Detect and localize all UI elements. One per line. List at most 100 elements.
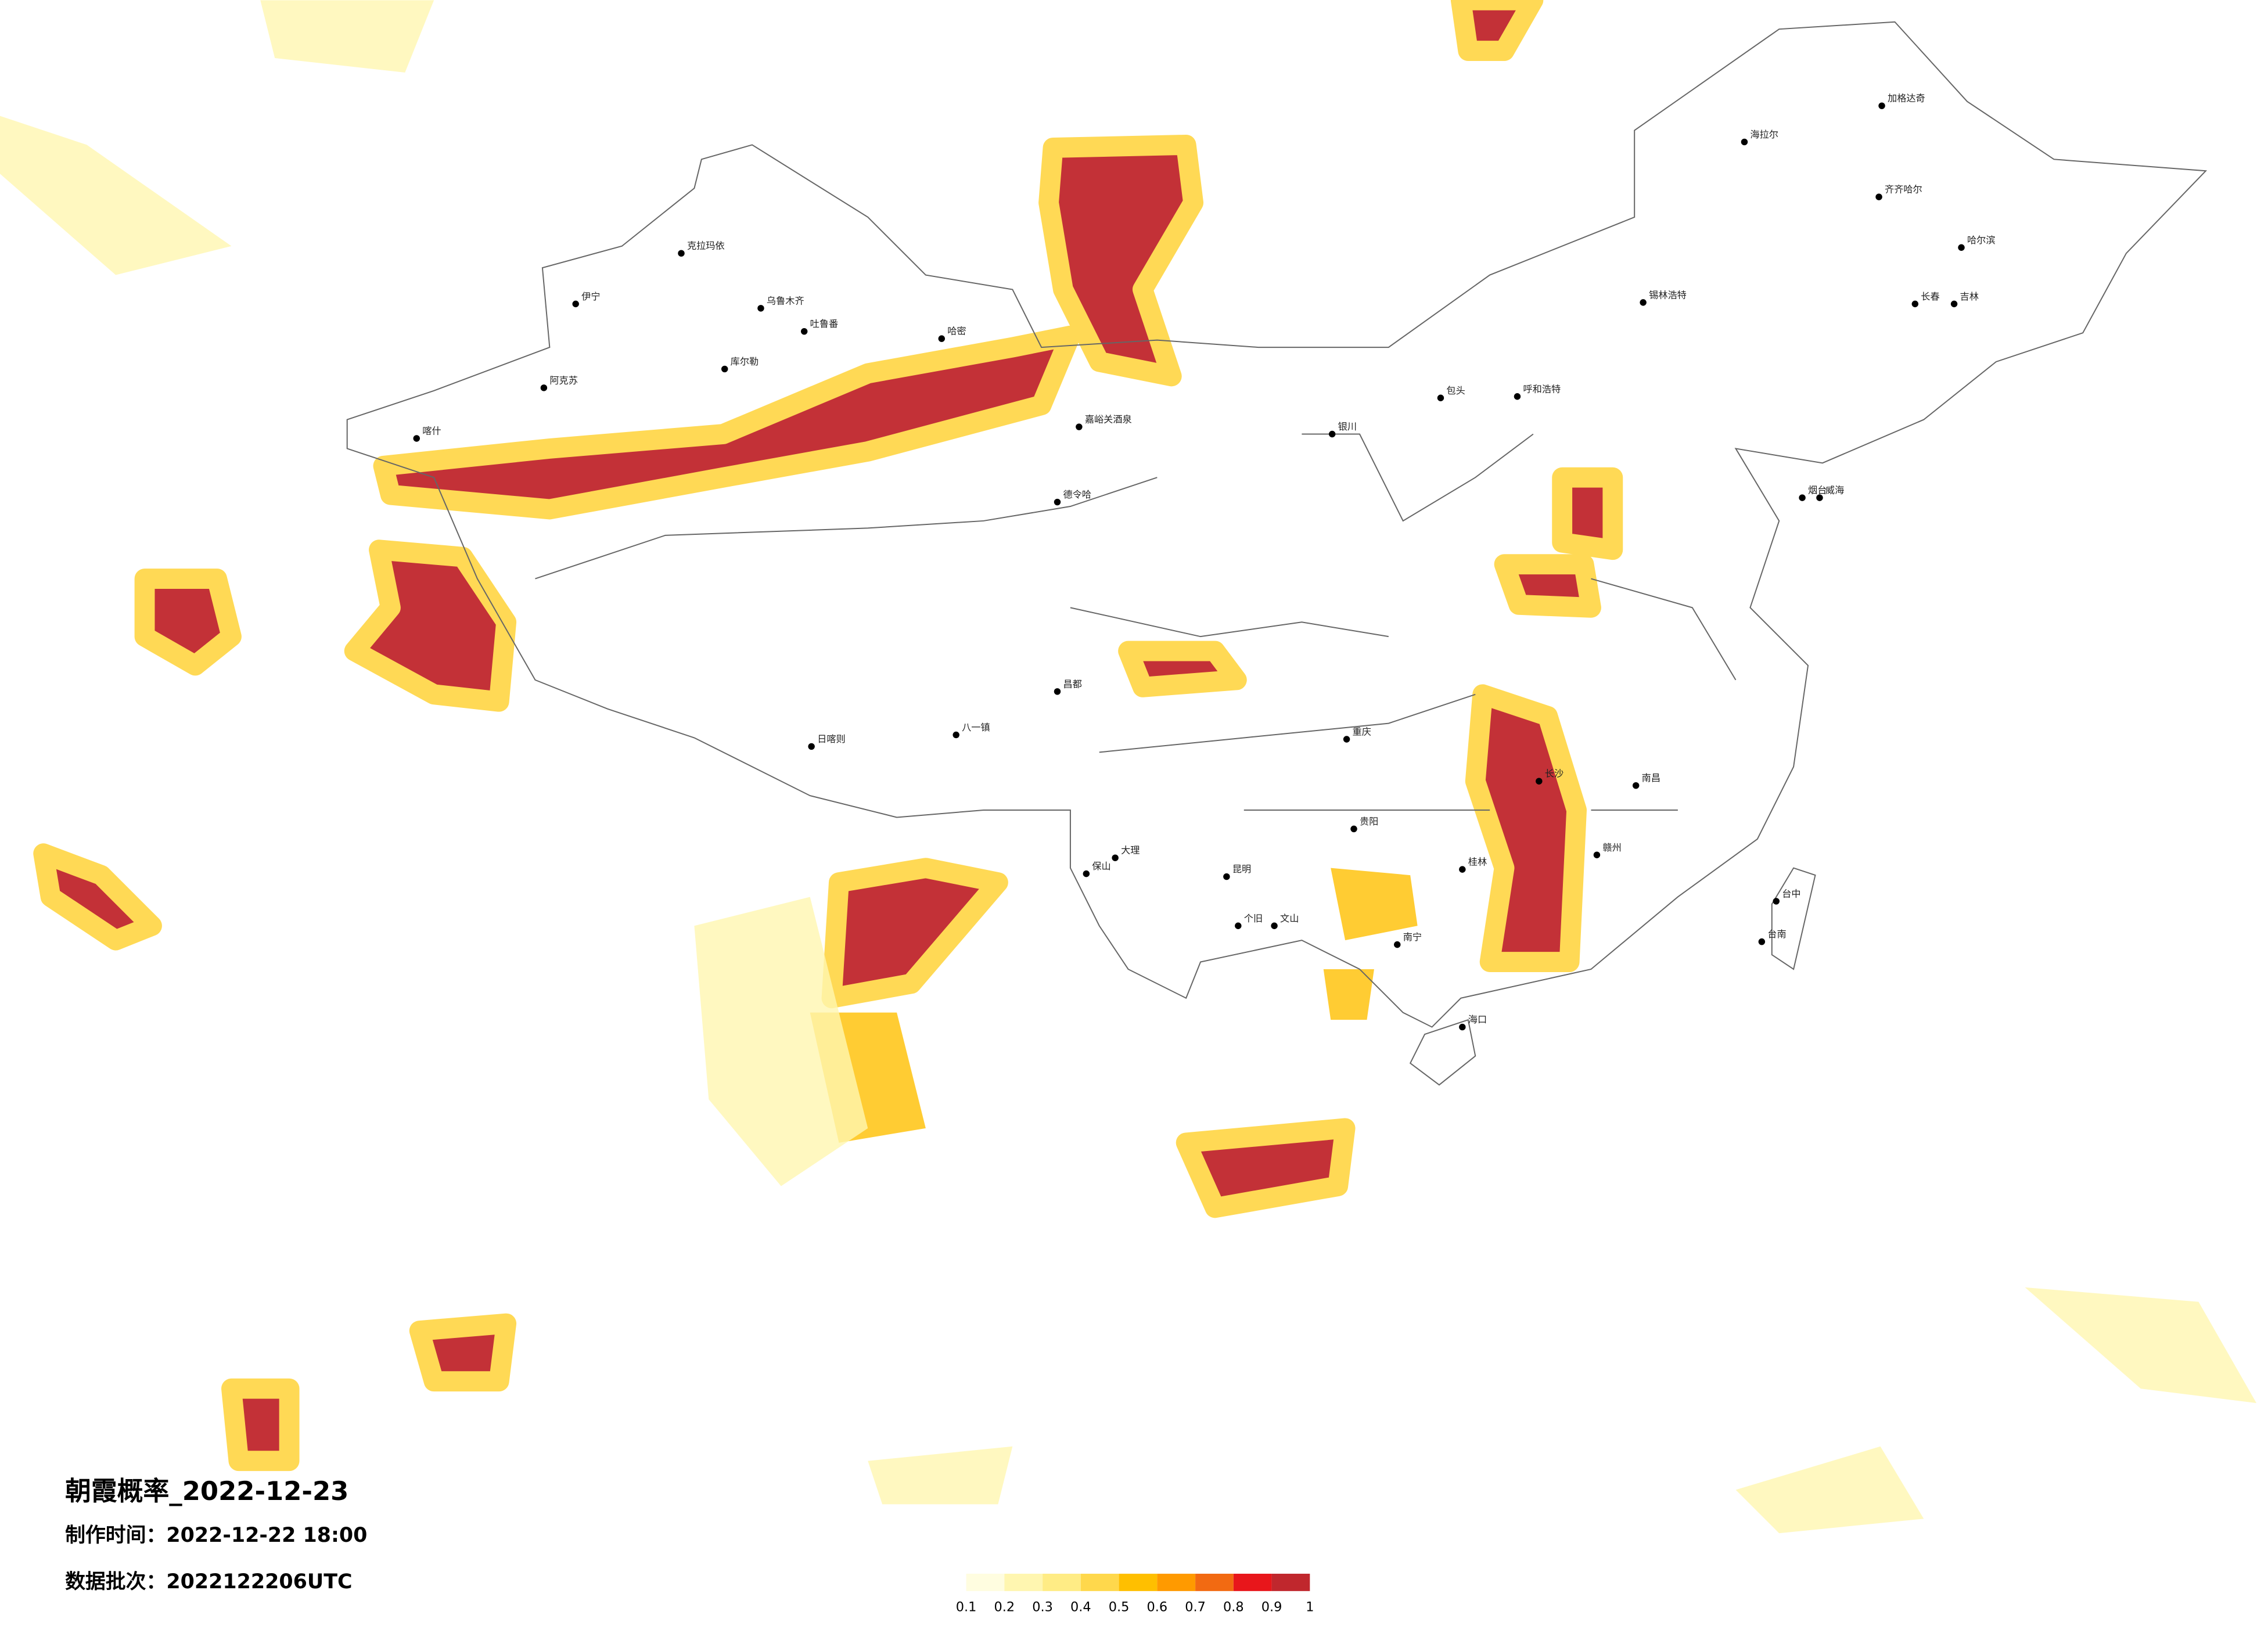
city-label: 银川 bbox=[1338, 421, 1357, 432]
city-dot bbox=[1271, 922, 1278, 929]
city-label: 昆明 bbox=[1232, 864, 1251, 875]
city-label: 海口 bbox=[1468, 1014, 1487, 1025]
city-label: 阿克苏 bbox=[549, 375, 578, 386]
colorbar-swatch bbox=[1195, 1573, 1234, 1591]
city-label: 哈尔滨 bbox=[1967, 235, 1996, 246]
city-label: 八一镇 bbox=[962, 722, 990, 733]
city-label: 文山 bbox=[1280, 913, 1299, 924]
city-label: 昌都 bbox=[1063, 678, 1081, 689]
colorbar-tick-label: 0.7 bbox=[1185, 1600, 1206, 1615]
city-dot bbox=[1950, 300, 1958, 308]
city-label: 伊宁 bbox=[581, 291, 600, 302]
city-dot bbox=[721, 365, 728, 373]
city-dot bbox=[1343, 736, 1350, 743]
city-dot bbox=[1758, 938, 1766, 945]
city-label: 威海 bbox=[1825, 485, 1844, 496]
city-label: 齐齐哈尔 bbox=[1885, 184, 1922, 195]
city-dot bbox=[1878, 102, 1885, 109]
colorbar-swatch bbox=[1080, 1573, 1119, 1591]
city-dot bbox=[1741, 138, 1748, 146]
colorbar-tick-label: 0.2 bbox=[994, 1600, 1015, 1615]
colorbar-tick-label: 0.9 bbox=[1261, 1600, 1282, 1615]
city-label: 海拉尔 bbox=[1750, 129, 1778, 140]
city-dot bbox=[1112, 854, 1119, 861]
city-label: 赣州 bbox=[1602, 842, 1621, 853]
colorbar-tick-label: 0.5 bbox=[1109, 1600, 1130, 1615]
city-dot bbox=[1640, 299, 1647, 306]
city-label: 嘉峪关酒泉 bbox=[1085, 414, 1132, 425]
city-dot bbox=[1773, 898, 1780, 905]
city-dot bbox=[1875, 193, 1882, 200]
colorbar-swatch bbox=[1043, 1573, 1081, 1591]
probability-field bbox=[0, 0, 2257, 1534]
city-dot bbox=[678, 250, 685, 257]
colorbar-swatch bbox=[1271, 1573, 1310, 1591]
map-title: 朝霞概率_2022-12-23 bbox=[65, 1476, 348, 1506]
city-dot bbox=[1816, 494, 1823, 501]
city-dot bbox=[808, 743, 815, 750]
city-dot bbox=[800, 328, 808, 335]
city-label: 桂林 bbox=[1468, 857, 1487, 868]
colorbar-tick-label: 0.8 bbox=[1223, 1600, 1244, 1615]
city-dot bbox=[1911, 300, 1919, 308]
city-label: 烟台 bbox=[1808, 485, 1827, 496]
city-dot bbox=[1054, 688, 1061, 695]
city-dot bbox=[1593, 851, 1601, 858]
colorbar-swatch bbox=[1119, 1573, 1158, 1591]
country-outline bbox=[346, 21, 2208, 1086]
city-dot bbox=[1076, 423, 1083, 430]
city-label: 呼和浩特 bbox=[1523, 383, 1561, 394]
city-label: 个旧 bbox=[1244, 913, 1263, 924]
city-dot bbox=[413, 435, 420, 442]
city-label: 库尔勒 bbox=[731, 356, 759, 367]
city-dot bbox=[1459, 866, 1466, 873]
city-dot bbox=[953, 731, 959, 739]
colorbar-swatch bbox=[1233, 1573, 1272, 1591]
colorbar-swatch bbox=[1004, 1573, 1043, 1591]
made-time: 制作时间：2022-12-22 18:00 bbox=[65, 1524, 367, 1547]
city-label: 日喀则 bbox=[817, 733, 846, 744]
colorbar-tick-label: 1 bbox=[1306, 1600, 1314, 1615]
city-label: 重庆 bbox=[1353, 726, 1371, 738]
city-label: 克拉玛依 bbox=[687, 240, 725, 251]
city-dot bbox=[572, 300, 579, 308]
city-label: 德令哈 bbox=[1063, 489, 1091, 500]
city-label: 台南 bbox=[1767, 929, 1786, 940]
colorbar-tick-label: 0.4 bbox=[1070, 1600, 1091, 1615]
city-dot bbox=[1350, 825, 1357, 833]
city-label: 吉林 bbox=[1960, 291, 1979, 302]
colorbar-tick-label: 0.6 bbox=[1147, 1600, 1168, 1615]
city-label: 长沙 bbox=[1545, 768, 1563, 779]
city-dot bbox=[1223, 873, 1230, 880]
city-dot bbox=[1459, 1023, 1466, 1031]
colorbar-swatch bbox=[966, 1573, 1005, 1591]
city-label: 锡林浩特 bbox=[1649, 289, 1687, 300]
city-label: 南昌 bbox=[1642, 772, 1660, 783]
colorbar-tick-label: 0.1 bbox=[956, 1600, 977, 1615]
city-label: 贵阳 bbox=[1360, 816, 1378, 827]
city-dot bbox=[1514, 393, 1521, 400]
city-dot bbox=[1437, 394, 1444, 401]
city-label: 长春 bbox=[1921, 291, 1939, 302]
city-label: 保山 bbox=[1092, 861, 1110, 872]
city-label: 包头 bbox=[1446, 385, 1465, 396]
city-dot bbox=[1799, 494, 1806, 501]
colorbar: 0.1 0.2 0.3 0.4 0.5 0.6 0.7 0.8 0.9 1 bbox=[956, 1573, 1314, 1615]
city-label: 乌鲁木齐 bbox=[767, 295, 804, 306]
city-label: 台中 bbox=[1782, 888, 1800, 899]
data-batch: 数据批次：2022122206UTC bbox=[65, 1570, 353, 1593]
city-label: 加格达奇 bbox=[1888, 93, 1925, 104]
city-label: 南宁 bbox=[1403, 931, 1422, 942]
city-dot bbox=[1054, 498, 1061, 506]
colorbar-tick-label: 0.3 bbox=[1032, 1600, 1053, 1615]
city-dot bbox=[1394, 941, 1401, 948]
city-label: 喀什 bbox=[422, 426, 441, 437]
city-dot bbox=[1632, 782, 1640, 789]
city-label: 哈密 bbox=[947, 326, 966, 337]
city-dot bbox=[757, 305, 764, 312]
city-dot bbox=[1328, 430, 1336, 438]
city-dot bbox=[1083, 870, 1090, 877]
